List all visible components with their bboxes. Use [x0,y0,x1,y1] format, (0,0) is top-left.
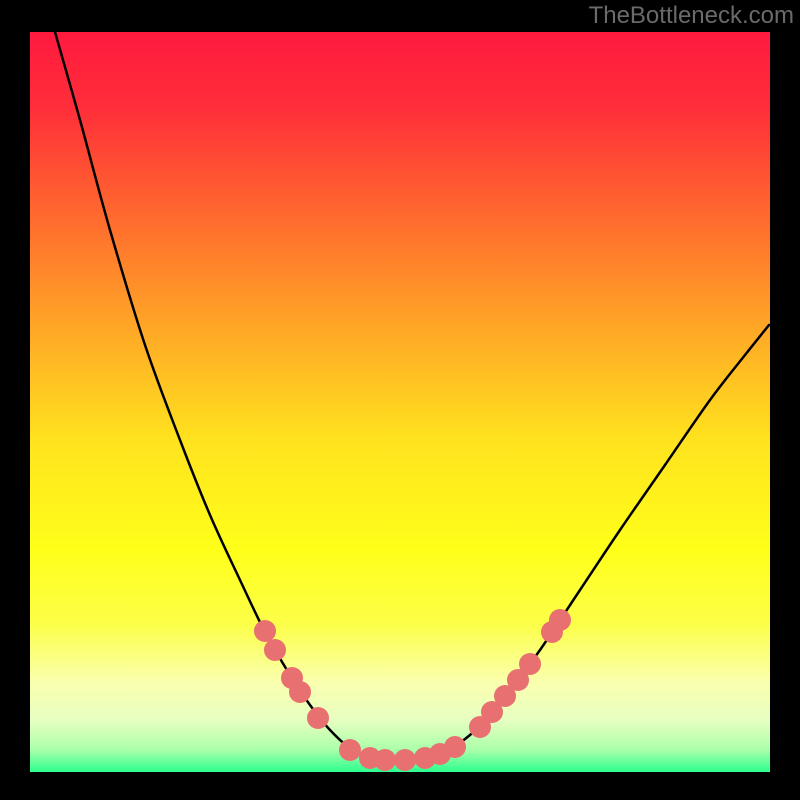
curve-marker [339,739,361,761]
curve-marker [307,707,329,729]
curve-marker [444,736,466,758]
curve-marker [519,653,541,675]
watermark-text: TheBottleneck.com [589,2,794,30]
curve-marker [394,749,416,771]
curve-marker [264,639,286,661]
plot-background [30,32,770,772]
curve-marker [549,609,571,631]
curve-marker [254,620,276,642]
chart-container: { "watermark": "TheBottleneck.com", "can… [0,0,800,800]
bottleneck-chart [0,0,800,800]
curve-marker [374,749,396,771]
curve-marker [289,681,311,703]
